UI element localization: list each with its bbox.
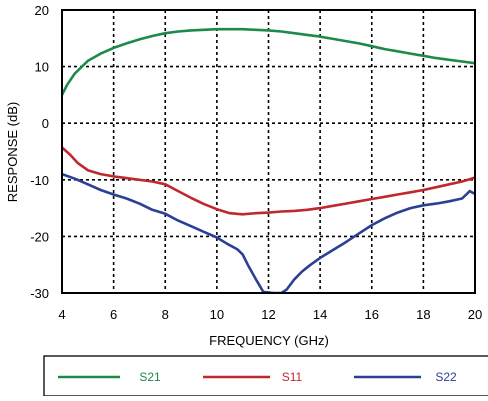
plot-frame bbox=[61, 9, 476, 294]
x-tick-label: 12 bbox=[261, 307, 275, 322]
grid bbox=[62, 10, 475, 293]
x-tick-label: 16 bbox=[365, 307, 379, 322]
legend-label-s22: S22 bbox=[435, 370, 457, 384]
x-tick-label: 4 bbox=[58, 307, 65, 322]
x-tick-label: 20 bbox=[468, 307, 482, 322]
y-tick-label: 20 bbox=[35, 3, 49, 18]
y-tick-label: -20 bbox=[30, 229, 49, 244]
series-line-s21 bbox=[62, 27, 475, 97]
y-tick-label: 10 bbox=[35, 60, 49, 75]
y-axis-title: RESPONSE (dB) bbox=[5, 102, 20, 202]
x-axis-title: FREQUENCY (GHz) bbox=[209, 333, 329, 348]
legend-entries: S21 S11 S22 bbox=[58, 370, 457, 384]
series-lines bbox=[62, 27, 475, 293]
legend-label-s11: S11 bbox=[282, 370, 303, 384]
legend-label-s21: S21 bbox=[139, 370, 161, 384]
x-tick-label: 8 bbox=[162, 307, 169, 322]
y-tick-label: 0 bbox=[42, 116, 49, 131]
series-line-s11 bbox=[62, 146, 475, 216]
x-tick-label: 18 bbox=[416, 307, 430, 322]
x-tick-label: 6 bbox=[110, 307, 117, 322]
y-tick-label: -30 bbox=[30, 286, 49, 301]
x-tick-label: 14 bbox=[313, 307, 327, 322]
x-tick-label: 10 bbox=[210, 307, 224, 322]
tick-labels: 4 6 8 10 12 14 16 18 20 20 10 0 -10 -20 -30 bbox=[30, 3, 482, 322]
y-tick-label: -10 bbox=[30, 173, 49, 188]
series-line-s22 bbox=[62, 172, 475, 293]
